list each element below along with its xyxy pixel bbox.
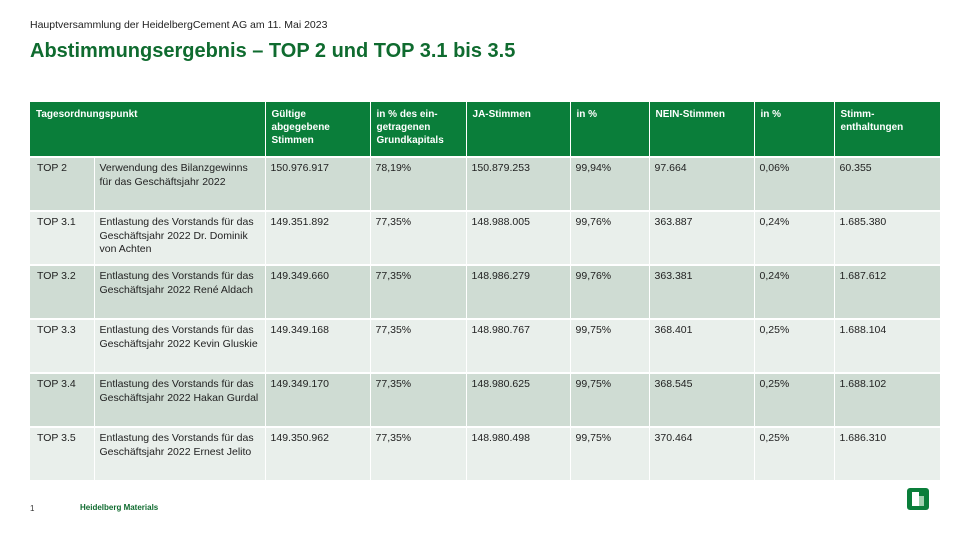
- cell-yes-votes: 148.980.498: [465, 426, 571, 480]
- table-row: TOP 3.3 Entlastung des Vorstands für das…: [30, 318, 941, 373]
- col-header-no-votes: NEIN-Stimmen: [648, 102, 755, 157]
- cell-pct-capital: 77,35%: [369, 426, 467, 480]
- col-header-yes-votes: JA-Stimmen: [465, 102, 571, 157]
- cell-abstentions: 1.685.380: [833, 210, 941, 265]
- table-row: TOP 3.1 Entlastung des Vorstands für das…: [30, 210, 941, 265]
- cell-pct-capital: 77,35%: [369, 210, 467, 265]
- cell-no-votes: 368.545: [648, 372, 755, 427]
- cell-yes-votes: 150.879.253: [465, 156, 571, 211]
- cell-agenda-number: TOP 3.4: [30, 372, 94, 427]
- cell-agenda-number: TOP 3.3: [30, 318, 94, 373]
- cell-no-pct: 0,24%: [753, 210, 835, 265]
- cell-abstentions: 1.687.612: [833, 264, 941, 319]
- cell-description: Entlastung des Vorstands für das Geschäf…: [93, 318, 266, 373]
- page-number: 1: [30, 504, 35, 513]
- table-row: TOP 3.2 Entlastung des Vorstands für das…: [30, 264, 941, 319]
- cell-valid-votes: 149.349.660: [264, 264, 371, 319]
- cell-no-votes: 368.401: [648, 318, 755, 373]
- cell-valid-votes: 149.351.892: [264, 210, 371, 265]
- cell-no-pct: 0,25%: [753, 372, 835, 427]
- col-header-no-pct: in %: [753, 102, 835, 157]
- col-header-agenda-item: Tagesordnungspunkt: [30, 102, 266, 157]
- cell-description: Entlastung des Vorstands für das Geschäf…: [93, 210, 266, 265]
- col-header-abstentions: Stimm-enthaltungen: [833, 102, 941, 157]
- cell-description: Entlastung des Vorstands für das Geschäf…: [93, 372, 266, 427]
- cell-abstentions: 1.688.104: [833, 318, 941, 373]
- table-row: TOP 3.5 Entlastung des Vorstands für das…: [30, 426, 941, 480]
- cell-no-votes: 363.887: [648, 210, 755, 265]
- cell-valid-votes: 149.349.170: [264, 372, 371, 427]
- cell-yes-pct: 99,75%: [569, 318, 650, 373]
- cell-yes-pct: 99,76%: [569, 210, 650, 265]
- cell-pct-capital: 77,35%: [369, 372, 467, 427]
- cell-yes-pct: 99,75%: [569, 426, 650, 480]
- cell-yes-pct: 99,75%: [569, 372, 650, 427]
- cell-yes-votes: 148.988.005: [465, 210, 571, 265]
- cell-pct-capital: 78,19%: [369, 156, 467, 211]
- cell-agenda-number: TOP 3.5: [30, 426, 94, 480]
- cell-yes-pct: 99,94%: [569, 156, 650, 211]
- cell-pct-capital: 77,35%: [369, 318, 467, 373]
- presentation-subtitle: Hauptversammlung der HeidelbergCement AG…: [30, 19, 328, 31]
- cell-abstentions: 1.686.310: [833, 426, 941, 480]
- cell-agenda-number: TOP 3.2: [30, 264, 94, 319]
- cell-agenda-number: TOP 2: [30, 156, 94, 211]
- col-header-yes-pct: in %: [569, 102, 650, 157]
- cell-no-votes: 363.381: [648, 264, 755, 319]
- cell-valid-votes: 149.349.168: [264, 318, 371, 373]
- col-header-pct-capital: in % des ein-getragenen Grundkapitals: [369, 102, 467, 157]
- voting-results-table: Tagesordnungspunkt Gültige abgegebene St…: [30, 102, 941, 480]
- heidelberg-materials-logo-icon: [907, 488, 929, 510]
- cell-abstentions: 60.355: [833, 156, 941, 211]
- table-row: TOP 3.4 Entlastung des Vorstands für das…: [30, 372, 941, 427]
- page-title: Abstimmungsergebnis – TOP 2 und TOP 3.1 …: [30, 40, 516, 62]
- cell-valid-votes: 150.976.917: [264, 156, 371, 211]
- cell-no-pct: 0,25%: [753, 426, 835, 480]
- cell-yes-votes: 148.980.767: [465, 318, 571, 373]
- cell-agenda-number: TOP 3.1: [30, 210, 94, 265]
- cell-description: Verwendung des Bilanzgewinns für das Ges…: [93, 156, 266, 211]
- cell-yes-votes: 148.986.279: [465, 264, 571, 319]
- cell-no-pct: 0,06%: [753, 156, 835, 211]
- cell-pct-capital: 77,35%: [369, 264, 467, 319]
- cell-no-pct: 0,24%: [753, 264, 835, 319]
- col-header-valid-votes: Gültige abgegebene Stimmen: [264, 102, 371, 157]
- cell-no-votes: 97.664: [648, 156, 755, 211]
- cell-abstentions: 1.688.102: [833, 372, 941, 427]
- cell-no-pct: 0,25%: [753, 318, 835, 373]
- cell-valid-votes: 149.350.962: [264, 426, 371, 480]
- cell-description: Entlastung des Vorstands für das Geschäf…: [93, 426, 266, 480]
- cell-yes-pct: 99,76%: [569, 264, 650, 319]
- table-header-row: Tagesordnungspunkt Gültige abgegebene St…: [30, 102, 941, 157]
- cell-no-votes: 370.464: [648, 426, 755, 480]
- cell-yes-votes: 148.980.625: [465, 372, 571, 427]
- brand-name: Heidelberg Materials: [80, 503, 159, 512]
- cell-description: Entlastung des Vorstands für das Geschäf…: [93, 264, 266, 319]
- table-row: TOP 2 Verwendung des Bilanzgewinns für d…: [30, 156, 941, 211]
